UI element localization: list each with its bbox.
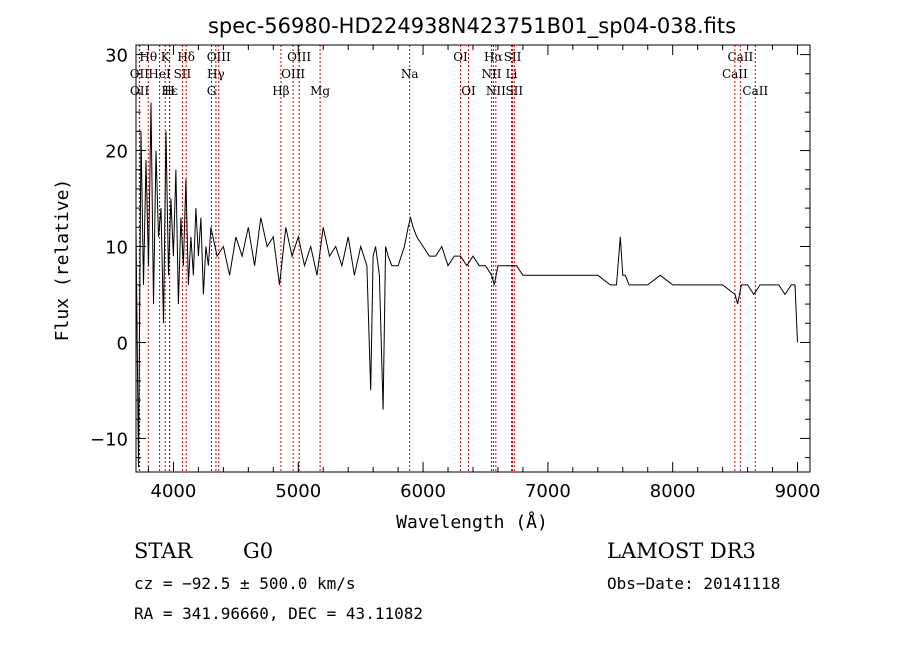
y-tick-label: 30 [105,46,128,67]
x-tick-label: 9000 [775,481,821,502]
annotation-label: Mg [310,84,330,98]
annotation-label: CaII [742,84,768,98]
annotation-label: HeI [148,67,171,81]
plot-frame [135,44,811,473]
y-tick-label: 10 [105,238,128,259]
y-tick-labels: −10 0 10 20 30 [90,46,128,451]
annotation-label: K [161,50,171,64]
x-tick-label: 7000 [525,481,571,502]
y-tick-label: −10 [90,429,128,450]
annotation-label: SII [174,67,192,81]
spectrum-line [135,102,798,468]
annotation-label: Hγ [207,67,225,81]
redshift-readout: cz = −92.5 ± 500.0 km/s [134,574,356,593]
x-tick-label: 4000 [151,481,197,502]
y-tick-label: 0 [117,333,128,354]
annotation-label: OIII [281,67,305,81]
axis-ticks [136,45,810,472]
annotation-label: G [207,84,217,98]
object-subclass: G0 [243,539,274,563]
annotation-label: CaII [722,67,748,81]
annotation-label: OIII [287,50,311,64]
x-tick-label: 5000 [275,481,321,502]
x-axis-label: Wavelength (Å) [396,511,548,533]
x-tick-label: 6000 [400,481,446,502]
annotation-label: Hα [484,50,503,64]
annotation-label: SII [504,50,522,64]
annotation-label: OI [453,50,468,64]
annotation-label: Hε [161,84,178,98]
annotation-label: Li [506,67,518,81]
coordinates-readout: RA = 341.96660, DEC = 43.11082 [134,604,423,623]
annotation-label: OI [461,84,476,98]
annotation-label: OII [130,84,150,98]
annotation-label: Hθ [139,50,157,64]
y-axis-label: Flux (relative) [52,179,73,342]
chart-title: spec-56980-HD224938N423751B01_sp04-038.f… [208,14,736,39]
x-tick-labels: 4000 5000 6000 7000 8000 9000 [151,481,821,502]
annotation-label: Hβ [272,84,289,98]
survey-name: LAMOST DR3 [607,539,756,563]
obs-date: Obs−Date: 20141118 [607,574,781,593]
annotation-label: CaII [727,50,753,64]
y-tick-label: 20 [105,142,128,163]
annotation-label: Hδ [177,50,195,64]
annotation-label: SII [505,84,523,98]
annotation-label: OIII [207,50,231,64]
annotation-line-group [138,45,756,472]
annotation-label: NII [481,67,501,81]
object-class: STAR [134,539,193,563]
annotation-label: NII [486,84,506,98]
annotation-label: Na [401,67,419,81]
annotation-label: H [164,84,174,98]
x-tick-label: 8000 [650,481,696,502]
